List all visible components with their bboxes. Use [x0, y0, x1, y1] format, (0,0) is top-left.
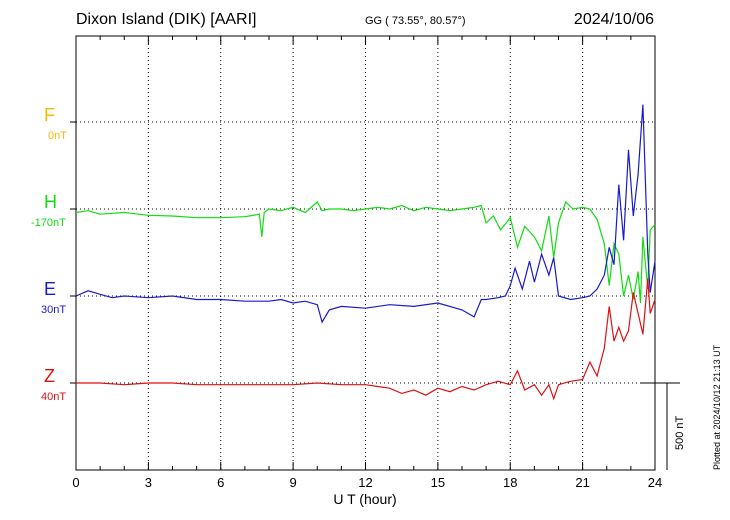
series-line-z [76, 278, 656, 401]
plot-date: 2024/10/06 [573, 11, 654, 28]
x-tick-label: 6 [217, 475, 224, 490]
station-title: Dixon Island (DIK) [AARI] [76, 11, 257, 28]
component-z-baseline: 40nT [41, 391, 67, 403]
x-tick-label: 24 [648, 475, 662, 490]
x-axis-label: U T (hour) [333, 491, 397, 507]
series-line-h [75, 200, 656, 304]
component-f-label: F [44, 105, 55, 125]
component-e-baseline: 30nT [41, 304, 67, 316]
x-tick-label: 15 [431, 475, 445, 490]
x-tick-label: 9 [290, 475, 297, 490]
x-tick-label: 3 [145, 475, 152, 490]
component-z-label: Z [44, 366, 55, 386]
component-f-baseline: 0nT [48, 130, 67, 142]
scale-bar-label: 500 nT [674, 415, 686, 450]
x-tick-label: 12 [358, 475, 372, 490]
x-tick-label: 18 [503, 475, 517, 490]
x-tick-label: 21 [575, 475, 589, 490]
series-line-e [75, 104, 656, 324]
component-e-label: E [44, 279, 57, 299]
component-h-baseline: -170nT [31, 217, 66, 229]
plotted-timestamp: Plotted at 2024/10/12 21:13 UT [712, 344, 722, 470]
geographic-coordinates: GG ( 73.55°, 80.57°) [365, 15, 466, 27]
component-h-label: H [44, 192, 57, 212]
x-tick-label: 0 [72, 475, 79, 490]
